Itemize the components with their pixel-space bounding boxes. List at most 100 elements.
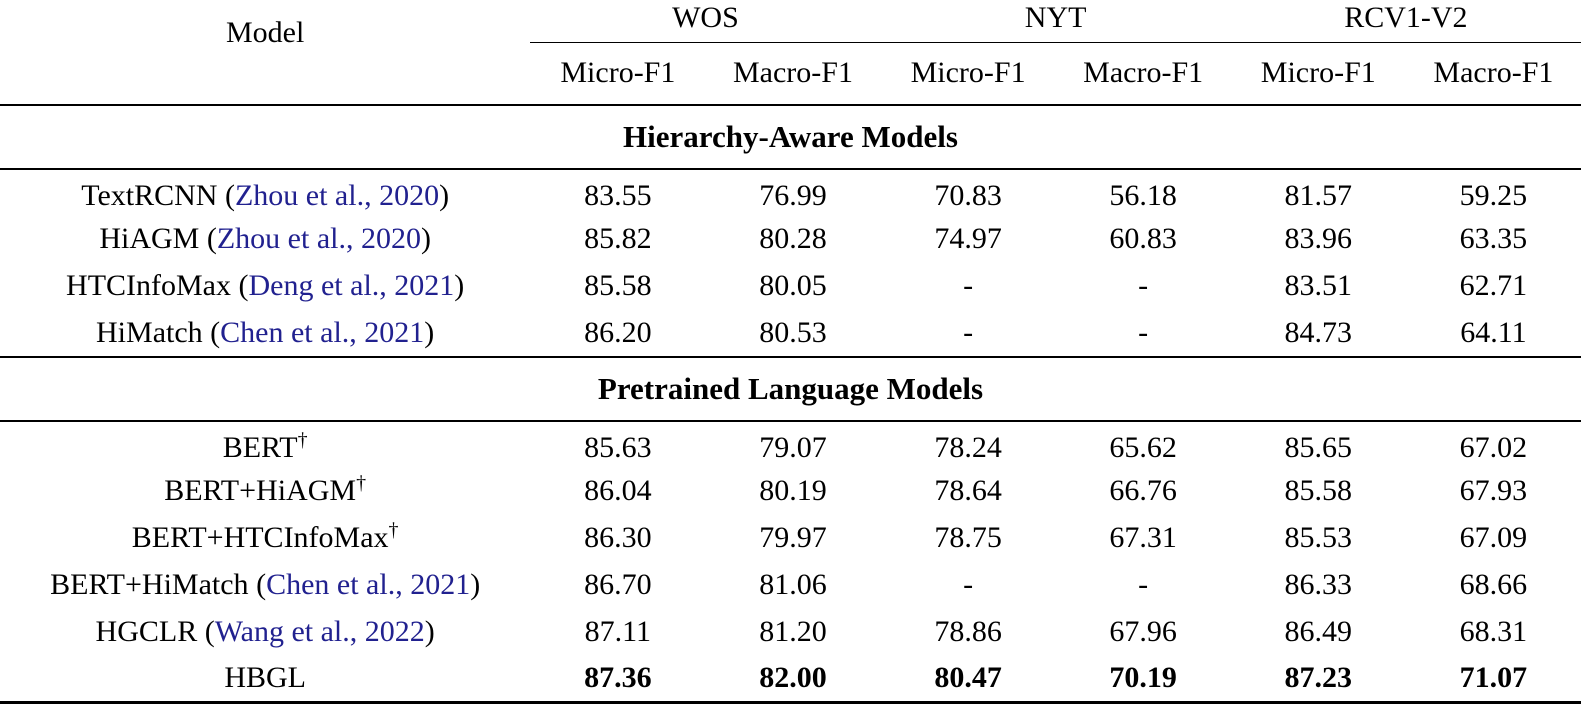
cell-value: 74.97 <box>934 222 1002 255</box>
cell-value: 85.82 <box>584 222 652 255</box>
cell-value: 87.36 <box>530 655 706 704</box>
table-row-hbgl: HBGL 87.36 82.00 80.47 70.19 87.23 71.07 <box>0 655 1581 704</box>
group-header-row: Model WOS NYT RCV1-V2 <box>0 0 1581 49</box>
dagger-symbol: † <box>356 472 367 494</box>
subheader-wos-micro-f1: Micro-F1 <box>560 56 676 90</box>
cell-value: 86.70 <box>584 568 652 601</box>
cell-value: 86.49 <box>1284 615 1353 648</box>
paren-open: ( <box>199 222 217 255</box>
model-name: HTCInfoMax <box>66 269 232 302</box>
section-title: Pretrained Language Models <box>0 355 1581 422</box>
cell-value: 79.07 <box>759 430 827 464</box>
cell-value: 85.65 <box>1284 430 1353 464</box>
model-name: BERT <box>222 430 298 464</box>
model-name-cell: HGCLR (Wang et al., 2022) <box>0 609 530 656</box>
paren-close: ) <box>420 222 431 255</box>
cell-value: 66.76 <box>1109 474 1177 507</box>
cell-value: 68.66 <box>1459 568 1528 601</box>
cell-value: - <box>1138 269 1149 302</box>
paren-open: ( <box>231 269 249 302</box>
model-name-cell: HTCInfoMax (Deng et al., 2021) <box>0 263 530 310</box>
cell-value: - <box>963 269 974 302</box>
cell-value: 80.47 <box>880 655 1056 704</box>
cell-value: 67.02 <box>1459 430 1528 464</box>
dagger-symbol: † <box>297 428 308 451</box>
paren-open: ( <box>197 615 215 648</box>
citation-link[interactable]: Zhou et al., 2020 <box>216 222 421 255</box>
cell-value: 78.64 <box>934 474 1002 507</box>
cell-value: 65.62 <box>1109 430 1177 464</box>
cell-value: 56.18 <box>1109 178 1177 212</box>
paren-close: ) <box>424 615 435 648</box>
cell-value: 87.23 <box>1230 655 1406 704</box>
model-name-cell: HiMatch (Chen et al., 2021) <box>0 310 530 357</box>
model-name-cell: BERT+HiAGM† <box>0 468 530 515</box>
cell-value: 67.93 <box>1459 474 1528 507</box>
table-row-hiagm: HiAGM (Zhou et al., 2020) 85.82 80.28 74… <box>0 216 1581 263</box>
cell-value: 81.20 <box>759 615 827 648</box>
citation-link[interactable]: Chen et al., 2021 <box>266 568 471 601</box>
table-row-bert-hiagm: BERT+HiAGM† 86.04 80.19 78.64 66.76 85.5… <box>0 468 1581 515</box>
cell-value: 86.33 <box>1284 568 1353 601</box>
paren-close: ) <box>439 178 450 212</box>
table-row-hgclr: HGCLR (Wang et al., 2022) 87.11 81.20 78… <box>0 609 1581 656</box>
cell-value: 68.31 <box>1459 615 1528 648</box>
paren-close: ) <box>470 568 481 601</box>
cell-value: 80.19 <box>759 474 827 507</box>
model-name-cell: BERT+HiMatch (Chen et al., 2021) <box>0 562 530 609</box>
cell-value: 78.24 <box>934 430 1002 464</box>
cell-value: 85.58 <box>1284 474 1353 507</box>
model-name: BERT+HiMatch <box>50 568 249 601</box>
table-row-htcinfomax: HTCInfoMax (Deng et al., 2021) 85.58 80.… <box>0 263 1581 310</box>
paren-open: ( <box>202 315 221 349</box>
model-name: HBGL <box>224 661 306 695</box>
cell-value: 67.09 <box>1459 521 1528 554</box>
citation-link[interactable]: Chen et al., 2021 <box>220 315 425 349</box>
model-name-cell: HiAGM (Zhou et al., 2020) <box>0 216 530 263</box>
cell-value: 86.04 <box>584 474 652 507</box>
cell-value: 59.25 <box>1459 178 1528 212</box>
cell-value: 80.53 <box>759 315 827 349</box>
model-name-cell: BERT+HTCInfoMax† <box>0 515 530 562</box>
model-name-cell: TextRCNN (Zhou et al., 2020) <box>0 169 530 216</box>
model-name-cell: HBGL <box>0 655 531 704</box>
cell-value: 83.55 <box>584 178 652 212</box>
group-header-rcv1-v2: RCV1-V2 <box>1230 0 1581 43</box>
cell-value: 85.58 <box>584 269 652 302</box>
cell-value: - <box>963 568 974 601</box>
cell-value: 86.20 <box>584 315 652 349</box>
cell-value: 83.51 <box>1284 269 1353 302</box>
cell-value: 87.11 <box>584 615 652 648</box>
model-name: TextRCNN <box>81 178 218 212</box>
dagger-symbol: † <box>388 519 399 541</box>
cell-value: 70.19 <box>1055 655 1231 704</box>
table-row-bert: BERT† 85.63 79.07 78.24 65.62 85.65 67.0… <box>0 421 1581 468</box>
cell-value: 64.11 <box>1460 315 1527 349</box>
section-title: Hierarchy-Aware Models <box>0 103 1581 170</box>
table-row-bert-htcinfomax: BERT+HTCInfoMax† 86.30 79.97 78.75 67.31… <box>0 515 1581 562</box>
table-row-himatch: HiMatch (Chen et al., 2021) 86.20 80.53 … <box>0 310 1581 357</box>
cell-value: 80.28 <box>759 222 827 255</box>
cell-value: - <box>1138 568 1149 601</box>
model-name: HGCLR <box>95 615 198 648</box>
table-row-textrcnn: TextRCNN (Zhou et al., 2020) 83.55 76.99… <box>0 169 1581 216</box>
subheader-nyt-macro-f1: Macro-F1 <box>1083 56 1204 90</box>
subheader-rcv1-macro-f1: Macro-F1 <box>1433 56 1554 90</box>
cell-value: 85.63 <box>584 430 652 464</box>
subheader-nyt-micro-f1: Micro-F1 <box>910 56 1026 90</box>
paren-close: ) <box>454 269 465 302</box>
citation-link[interactable]: Wang et al., 2022 <box>214 615 425 648</box>
citation-link[interactable]: Deng et al., 2021 <box>248 269 455 302</box>
cell-value: 81.57 <box>1284 178 1353 212</box>
cell-value: 84.73 <box>1284 315 1353 349</box>
model-name-cell: BERT† <box>0 421 530 468</box>
metric-header-row: Micro-F1 Macro-F1 Micro-F1 Macro-F1 Micr… <box>0 43 1581 105</box>
citation-link[interactable]: Zhou et al., 2020 <box>234 178 440 212</box>
model-name: HiMatch <box>96 315 203 349</box>
cell-value: 60.83 <box>1109 222 1177 255</box>
section-header-pretrained: Pretrained Language Models <box>0 355 1581 422</box>
cell-value: 76.99 <box>759 178 827 212</box>
cell-value: 70.83 <box>934 178 1002 212</box>
paren-close: ) <box>424 315 435 349</box>
